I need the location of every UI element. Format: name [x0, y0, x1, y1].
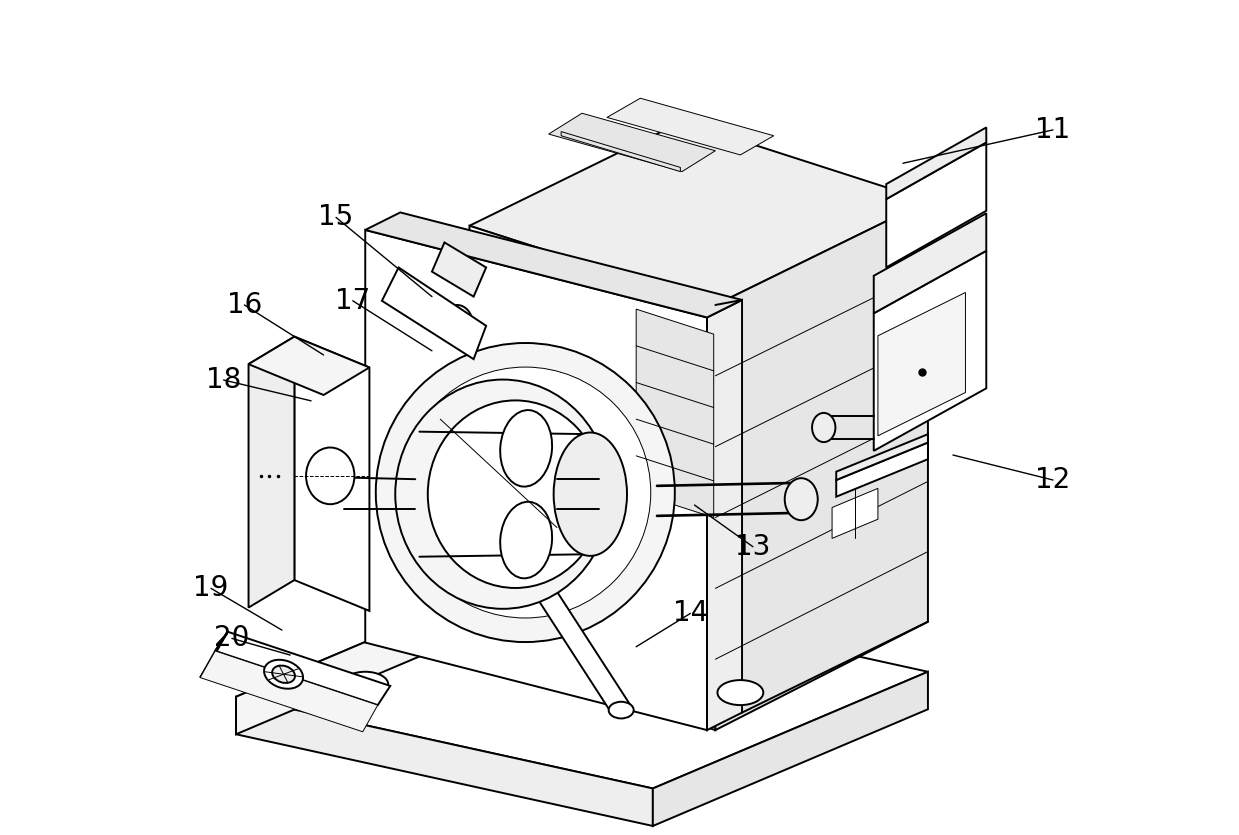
Ellipse shape	[812, 413, 835, 442]
Polygon shape	[382, 267, 486, 359]
Text: 18: 18	[206, 366, 242, 394]
Ellipse shape	[342, 671, 388, 696]
Polygon shape	[873, 213, 986, 313]
Ellipse shape	[395, 380, 611, 609]
Polygon shape	[836, 434, 928, 480]
Text: 11: 11	[1036, 116, 1070, 144]
Ellipse shape	[273, 665, 295, 683]
Ellipse shape	[264, 660, 304, 689]
Text: 17: 17	[335, 286, 370, 315]
Text: 14: 14	[673, 600, 707, 627]
Polygon shape	[249, 337, 295, 608]
Text: 20: 20	[214, 625, 249, 652]
Ellipse shape	[375, 343, 675, 642]
Polygon shape	[707, 300, 742, 730]
Ellipse shape	[441, 305, 473, 343]
Polygon shape	[237, 696, 653, 826]
Ellipse shape	[427, 401, 603, 588]
Ellipse shape	[717, 680, 763, 705]
Polygon shape	[237, 580, 928, 788]
Polygon shape	[549, 114, 715, 171]
Polygon shape	[432, 242, 486, 296]
Polygon shape	[886, 143, 986, 267]
Polygon shape	[636, 309, 714, 518]
Polygon shape	[833, 488, 878, 539]
Polygon shape	[715, 200, 928, 730]
Ellipse shape	[608, 701, 633, 718]
Polygon shape	[366, 230, 707, 730]
Ellipse shape	[554, 433, 627, 556]
Polygon shape	[201, 632, 228, 677]
Polygon shape	[470, 122, 928, 305]
Polygon shape	[653, 671, 928, 826]
Polygon shape	[519, 566, 632, 712]
Polygon shape	[237, 580, 512, 734]
Polygon shape	[561, 132, 680, 171]
Text: 16: 16	[227, 291, 261, 319]
Polygon shape	[836, 443, 928, 497]
Polygon shape	[216, 632, 390, 705]
Text: 19: 19	[193, 574, 229, 602]
Polygon shape	[295, 337, 369, 611]
Polygon shape	[878, 292, 965, 436]
Polygon shape	[607, 99, 773, 155]
Ellipse shape	[501, 502, 553, 579]
Ellipse shape	[400, 367, 650, 618]
Text: 13: 13	[735, 533, 771, 561]
Polygon shape	[249, 337, 369, 395]
Text: 12: 12	[1036, 466, 1070, 494]
Polygon shape	[886, 128, 986, 199]
Polygon shape	[470, 225, 715, 730]
Ellipse shape	[784, 478, 818, 520]
Ellipse shape	[306, 448, 354, 504]
Polygon shape	[366, 212, 742, 317]
Polygon shape	[201, 651, 378, 731]
Text: 15: 15	[318, 204, 353, 231]
Ellipse shape	[501, 410, 553, 487]
Polygon shape	[873, 250, 986, 451]
